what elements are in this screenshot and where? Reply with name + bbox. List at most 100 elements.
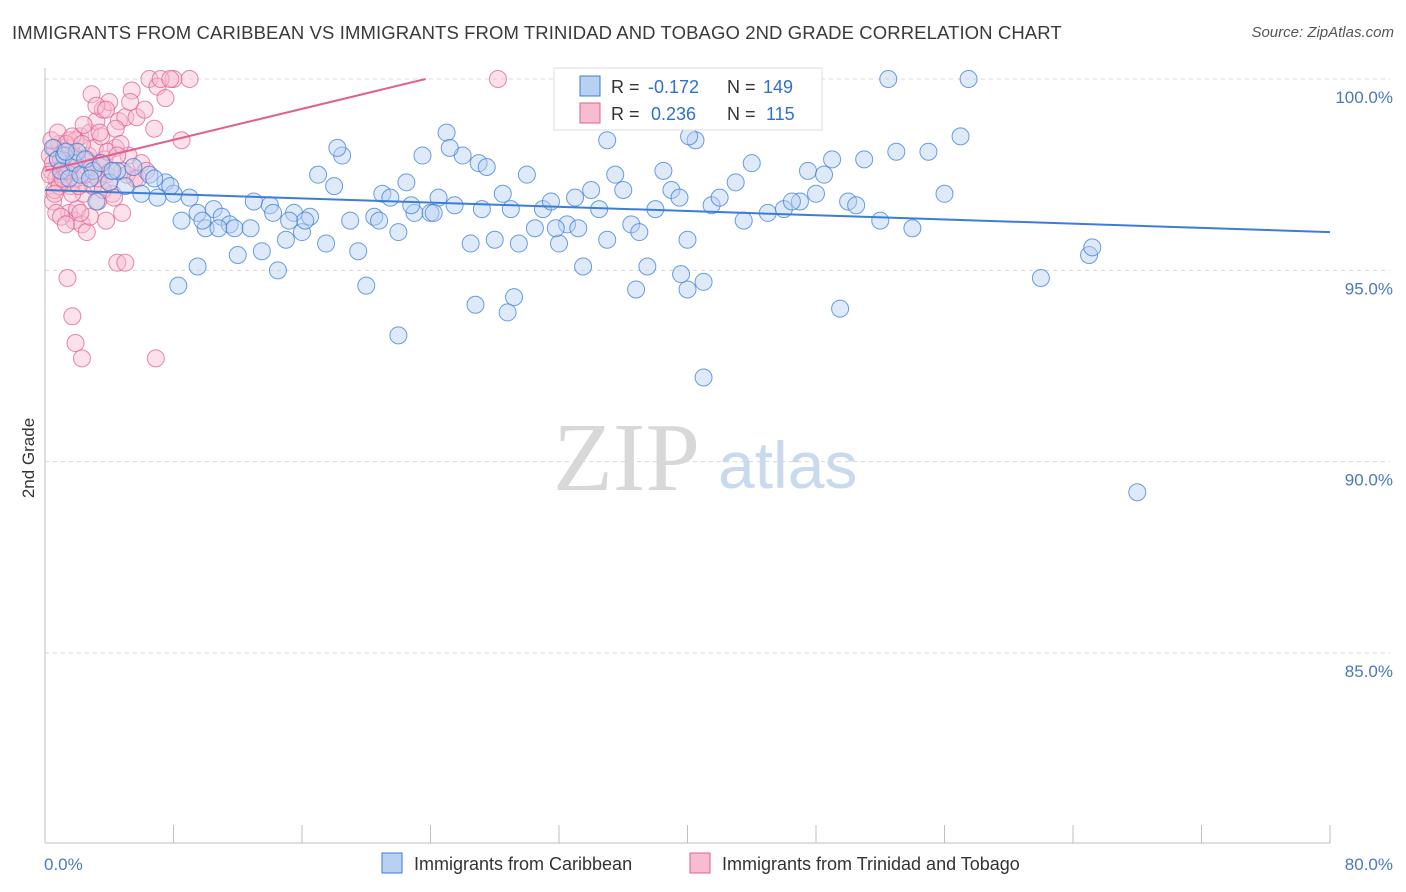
caribbean-point bbox=[161, 177, 180, 196]
trinidad-point bbox=[180, 70, 199, 88]
caribbean-point bbox=[627, 280, 646, 299]
trinidad-point bbox=[97, 100, 116, 119]
caribbean-point bbox=[879, 70, 898, 88]
trend-lines bbox=[44, 78, 1331, 234]
trinidad-point bbox=[488, 70, 507, 88]
caribbean-point bbox=[903, 219, 922, 238]
caribbean-point bbox=[498, 303, 517, 322]
caribbean-point bbox=[440, 138, 459, 157]
caribbean-point bbox=[678, 280, 697, 299]
caribbean-point bbox=[638, 257, 657, 276]
series-caribbean-points bbox=[44, 70, 1147, 502]
trinidad-point bbox=[77, 223, 96, 242]
trinidad-point bbox=[63, 184, 82, 203]
trinidad-point bbox=[97, 211, 116, 230]
watermark-atlas: atlas bbox=[718, 428, 857, 502]
pink-n-value: 115 bbox=[766, 104, 795, 124]
caribbean-point bbox=[742, 154, 761, 173]
caribbean-point bbox=[293, 223, 311, 242]
trinidad-point bbox=[135, 100, 154, 119]
trinidad-point bbox=[90, 123, 109, 142]
caribbean-point bbox=[505, 288, 524, 307]
blue-swatch bbox=[579, 75, 601, 97]
x-tick-label: 0.0% bbox=[44, 855, 83, 874]
trinidad-point bbox=[113, 203, 132, 222]
caribbean-point bbox=[381, 188, 400, 207]
blue-r-value: -0.172 bbox=[648, 77, 699, 97]
legend-pink-swatch bbox=[689, 852, 711, 874]
blue-n-label: N = bbox=[727, 77, 756, 97]
caribbean-point bbox=[935, 184, 954, 203]
caribbean-point bbox=[694, 272, 713, 291]
caribbean-point bbox=[598, 230, 617, 249]
blue-n-value: 149 bbox=[763, 77, 793, 97]
caribbean-point bbox=[87, 192, 106, 211]
caribbean-point bbox=[558, 215, 577, 234]
caribbean-point bbox=[341, 211, 360, 230]
caribbean-point bbox=[193, 211, 212, 230]
trinidad-point bbox=[45, 184, 64, 203]
caribbean-point bbox=[209, 219, 228, 238]
caribbean-point bbox=[550, 234, 568, 253]
caribbean-point bbox=[268, 261, 287, 280]
caribbean-point bbox=[228, 246, 247, 265]
trinidad-point bbox=[63, 307, 82, 326]
caribbean-point bbox=[317, 234, 336, 253]
caribbean-point bbox=[188, 257, 207, 276]
x-tick-label: 80.0% bbox=[1345, 855, 1393, 874]
chart-title: IMMIGRANTS FROM CARIBBEAN VS IMMIGRANTS … bbox=[12, 22, 1062, 43]
caribbean-point bbox=[466, 295, 485, 314]
caribbean-point bbox=[397, 173, 416, 192]
series-trinidad-points bbox=[40, 70, 507, 368]
caribbean-point bbox=[726, 173, 745, 192]
caribbean-point bbox=[402, 196, 421, 215]
trinidad-point bbox=[56, 215, 75, 234]
caribbean-point bbox=[389, 223, 408, 242]
caribbean-point bbox=[887, 142, 906, 161]
caribbean-point bbox=[847, 196, 866, 215]
caribbean-point bbox=[80, 169, 99, 188]
caribbean-point bbox=[124, 158, 143, 177]
caribbean-point bbox=[569, 219, 588, 238]
y-tick-label: 100.0% bbox=[1335, 88, 1393, 107]
legend-pink-label: Immigrants from Trinidad and Tobago bbox=[722, 854, 1020, 874]
trinidad-point bbox=[71, 203, 90, 222]
caribbean-point bbox=[225, 219, 244, 238]
caribbean-point bbox=[244, 192, 263, 211]
caribbean-point bbox=[325, 177, 344, 196]
caribbean-point bbox=[582, 180, 601, 199]
y-axis-label: 2nd Grade bbox=[19, 418, 38, 498]
legend-blue-swatch bbox=[381, 852, 403, 874]
caribbean-point bbox=[734, 211, 753, 230]
caribbean-point bbox=[172, 211, 191, 230]
caribbean-point bbox=[546, 219, 565, 238]
chart-source: Source: ZipAtlas.com bbox=[1251, 24, 1394, 41]
caribbean-point bbox=[264, 203, 283, 222]
legend-blue-label: Immigrants from Caribbean bbox=[414, 854, 632, 874]
caribbean-point bbox=[1031, 268, 1050, 287]
trinidad-point bbox=[106, 119, 125, 138]
caribbean-point bbox=[357, 276, 376, 295]
caribbean-trend-line bbox=[44, 188, 1331, 234]
caribbean-point bbox=[1083, 238, 1102, 257]
trinidad-point bbox=[58, 268, 77, 287]
caribbean-point bbox=[169, 276, 188, 295]
grid-lines bbox=[45, 78, 1390, 654]
caribbean-point bbox=[1128, 483, 1147, 502]
caribbean-point bbox=[598, 131, 617, 150]
caribbean-point bbox=[959, 70, 978, 88]
trinidad-point bbox=[72, 349, 91, 368]
caribbean-point bbox=[694, 368, 713, 387]
trinidad-point bbox=[151, 70, 170, 88]
caribbean-point bbox=[672, 265, 691, 284]
trinidad-point bbox=[146, 349, 165, 368]
trinidad-point bbox=[121, 92, 140, 111]
trinidad-point bbox=[74, 115, 93, 134]
caribbean-point bbox=[710, 188, 729, 207]
caribbean-point bbox=[807, 184, 825, 203]
caribbean-point bbox=[276, 230, 295, 249]
caribbean-point bbox=[116, 177, 135, 196]
trinidad-point bbox=[44, 192, 63, 211]
bottom-legend: Immigrants from Caribbean Immigrants fro… bbox=[381, 852, 1020, 874]
